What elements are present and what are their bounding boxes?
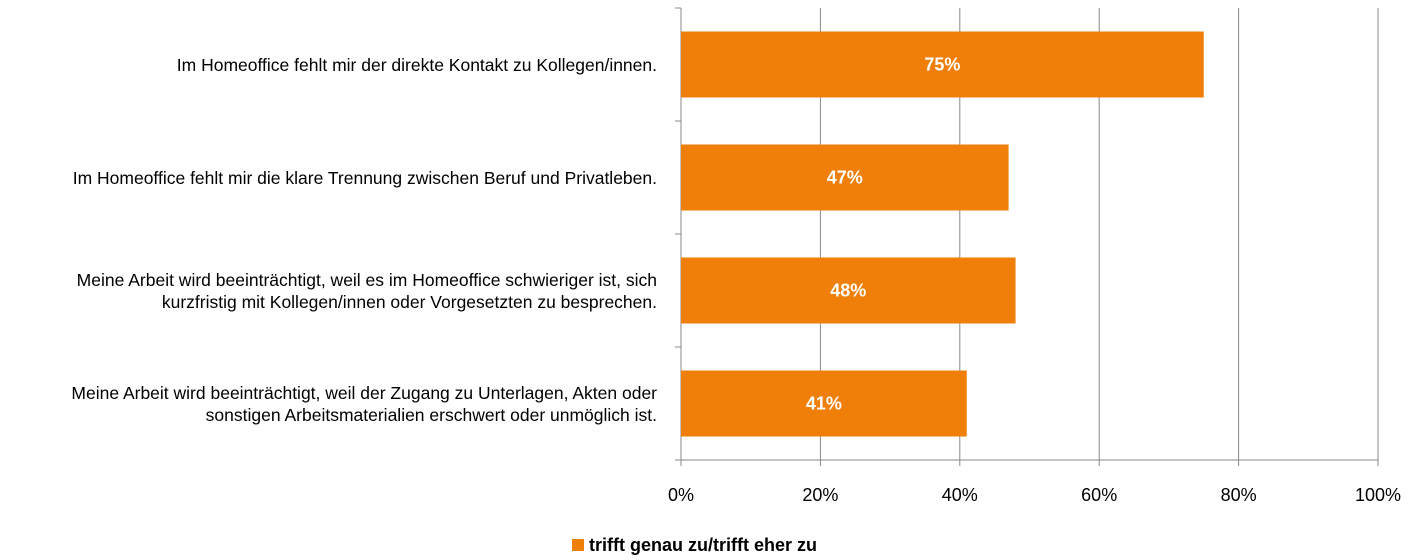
y-tick-label: Meine Arbeit wird beeinträchtigt, weil d… [71, 382, 657, 425]
y-tick-label: Im Homeoffice fehlt mir der direkte Kont… [176, 54, 657, 75]
data-label: 48% [830, 280, 866, 300]
x-tick-label: 80% [1221, 485, 1257, 505]
legend-label: trifft genau zu/trifft eher zu [589, 535, 817, 555]
x-tick-label: 0% [668, 485, 694, 505]
y-tick-label: Meine Arbeit wird beeinträchtigt, weil e… [76, 269, 657, 312]
data-label: 47% [827, 167, 863, 187]
bar [681, 144, 1009, 211]
bar [681, 31, 1204, 98]
x-tick-label: 40% [942, 485, 978, 505]
y-tick-label: Im Homeoffice fehlt mir die klare Trennu… [72, 167, 657, 188]
data-label: 41% [806, 393, 842, 413]
x-tick-label: 20% [802, 485, 838, 505]
bar [681, 257, 1016, 324]
data-label: 75% [924, 54, 960, 74]
x-tick-label: 60% [1081, 485, 1117, 505]
bar [681, 370, 967, 437]
legend-swatch [572, 539, 584, 551]
x-tick-label: 100% [1355, 485, 1401, 505]
